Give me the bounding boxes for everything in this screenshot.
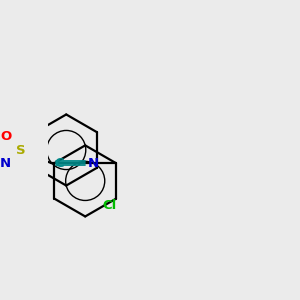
Text: S: S bbox=[16, 144, 26, 157]
Text: N: N bbox=[0, 158, 11, 170]
Text: C: C bbox=[54, 157, 64, 169]
Text: O: O bbox=[0, 130, 11, 142]
Text: Cl: Cl bbox=[103, 199, 117, 212]
Text: N: N bbox=[88, 157, 99, 169]
